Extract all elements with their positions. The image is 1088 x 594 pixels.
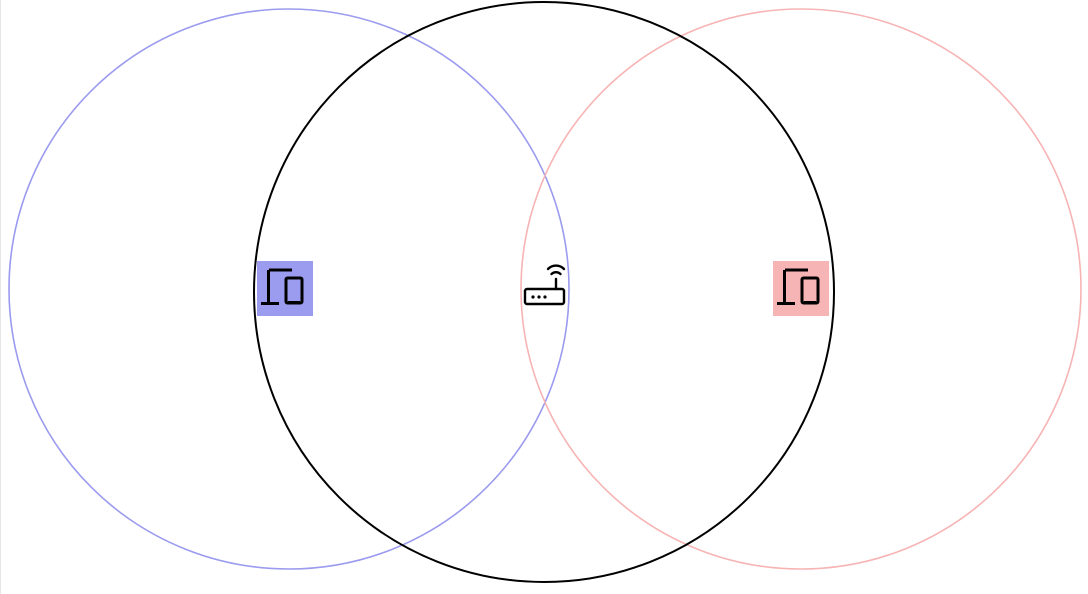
access-point-range-circle xyxy=(253,1,835,583)
left-station-devices-icon xyxy=(257,261,313,316)
access-point-router-icon xyxy=(523,264,566,306)
right-station-range-circle xyxy=(520,8,1082,570)
left-station-range-circle xyxy=(8,8,570,570)
right-station-devices-icon xyxy=(773,261,829,316)
